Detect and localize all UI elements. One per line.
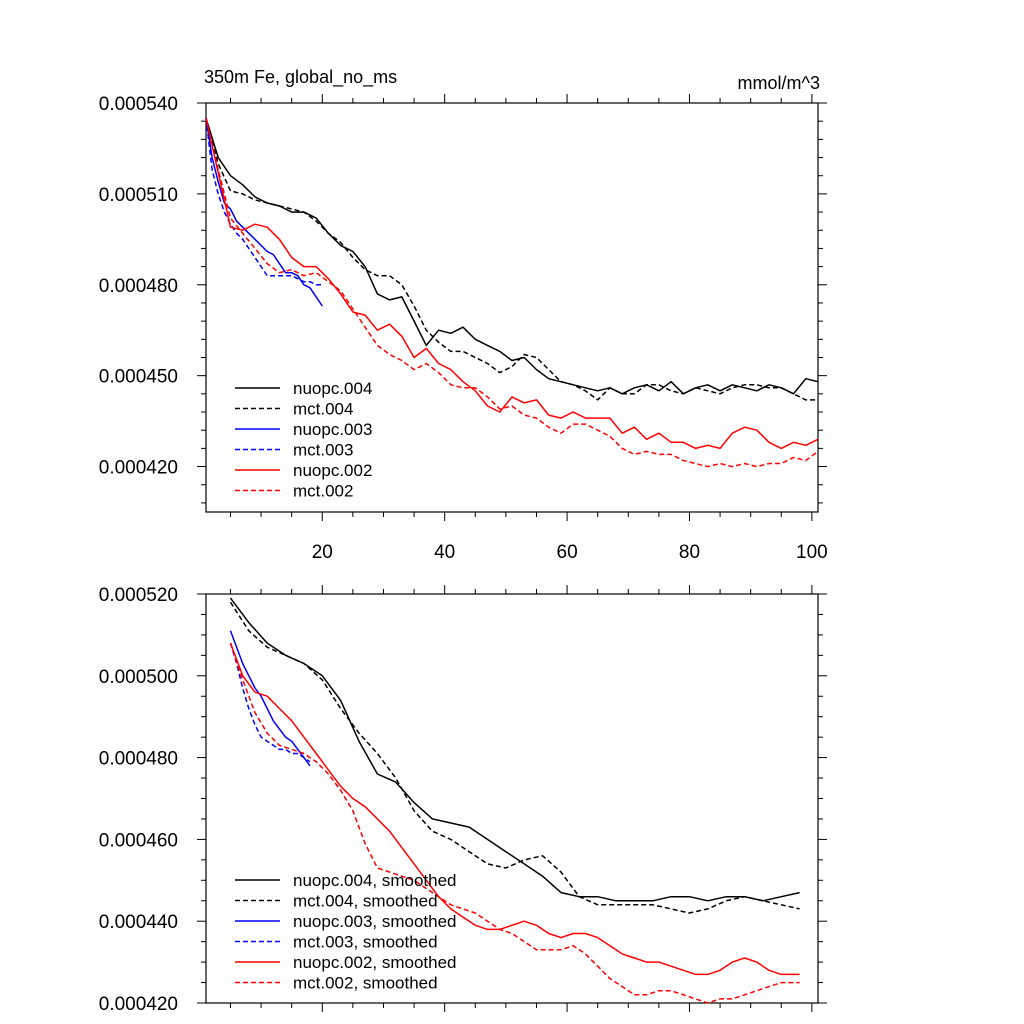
y-tick-label: 0.000520 bbox=[99, 585, 178, 606]
y-tick-label: 0.000440 bbox=[99, 912, 178, 933]
legend-label: nuopc.002, smoothed bbox=[293, 953, 457, 972]
legend-label: mct.004, smoothed bbox=[293, 892, 438, 911]
legend-label: mct.003 bbox=[293, 441, 353, 460]
series-line-mct-002 bbox=[205, 117, 819, 468]
legend-label: nuopc.002 bbox=[293, 461, 372, 480]
legend-label: nuopc.004, smoothed bbox=[293, 871, 457, 890]
series-line-mct-003 bbox=[205, 118, 323, 286]
chart-title: 350m Fe, global_no_ms bbox=[204, 67, 397, 88]
legend-label: nuopc.004 bbox=[293, 379, 372, 398]
y-tick-label: 0.000450 bbox=[99, 367, 178, 388]
series-line-nuopc-002-smoothed bbox=[229, 642, 800, 976]
x-tick-label: 100 bbox=[796, 542, 828, 563]
y-tick-label: 0.000510 bbox=[99, 185, 178, 206]
legend-label: nuopc.003 bbox=[293, 420, 372, 439]
series-line-nuopc-004 bbox=[205, 117, 819, 395]
series-line-mct-002-smoothed bbox=[229, 642, 800, 1004]
series-line-mct-003-smoothed bbox=[229, 642, 311, 763]
x-tick-label: 40 bbox=[434, 542, 455, 563]
series-line-nuopc-002 bbox=[205, 117, 819, 450]
x-tick-label: 20 bbox=[312, 542, 333, 563]
tick-marks-2 bbox=[197, 585, 827, 1012]
legend-label: mct.002 bbox=[293, 482, 353, 501]
y-tick-label: 0.000480 bbox=[99, 749, 178, 770]
y-tick-label: 0.000420 bbox=[99, 458, 178, 479]
series-line-nuopc-003-smoothed bbox=[229, 630, 311, 767]
series-line-mct-004-smoothed bbox=[229, 601, 800, 914]
units-label: mmol/m^3 bbox=[738, 73, 820, 93]
legend-label: mct.003, smoothed bbox=[293, 933, 438, 952]
tick-marks-1 bbox=[197, 94, 827, 521]
y-tick-label: 0.000500 bbox=[99, 667, 178, 688]
series-line-nuopc-004-smoothed bbox=[229, 597, 800, 902]
series-line-mct-004 bbox=[205, 117, 818, 401]
y-tick-label: 0.000420 bbox=[99, 994, 178, 1015]
x-tick-label: 60 bbox=[557, 542, 578, 563]
y-tick-label: 0.000460 bbox=[99, 830, 178, 851]
y-tick-label: 0.000540 bbox=[99, 94, 178, 115]
y-tick-label: 0.000480 bbox=[99, 276, 178, 297]
legend-label: mct.004 bbox=[293, 400, 353, 419]
x-tick-label: 80 bbox=[679, 542, 700, 563]
legend-label: mct.002, smoothed bbox=[293, 974, 438, 993]
plot-frame-1 bbox=[205, 102, 819, 513]
legend-label: nuopc.003, smoothed bbox=[293, 912, 457, 931]
